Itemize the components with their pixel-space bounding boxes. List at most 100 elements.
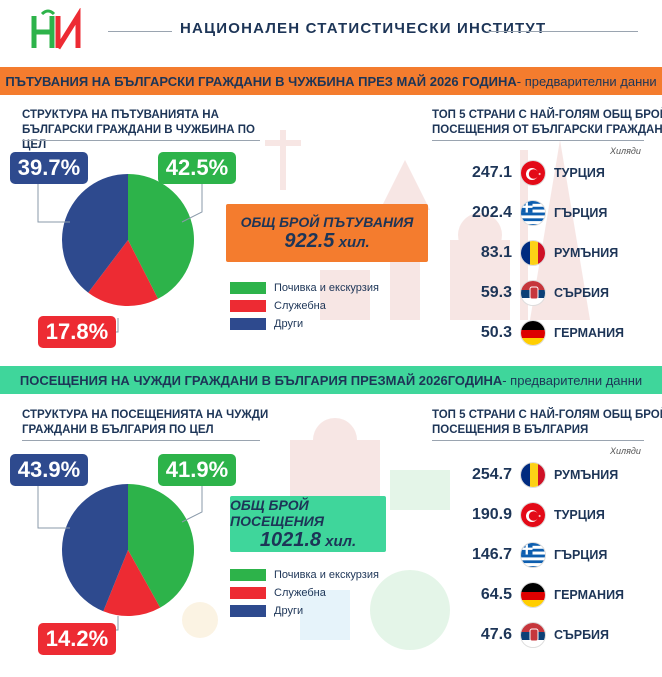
pie1-label-business: 17.8% xyxy=(38,316,116,348)
pie-chart-trips-abroad xyxy=(61,174,195,306)
country-row: 50.3 ГЕРМАНИЯ xyxy=(460,318,624,348)
section2-banner: ПОСЕЩЕНИЯ НА ЧУЖДИ ГРАЖДАНИ В БЪЛГАРИЯ П… xyxy=(0,366,662,394)
country-name: ГЕРМАНИЯ xyxy=(554,588,625,602)
country-row: 254.7 РУМЪНИЯ xyxy=(460,460,624,490)
legend-label: Други xyxy=(274,318,304,330)
section1-top5-rule xyxy=(432,140,644,141)
country-value: 202.4 xyxy=(471,204,512,221)
country-value: 146.7 xyxy=(471,546,512,563)
pie-slice-business xyxy=(88,240,158,306)
legend-item-business: Служебна xyxy=(230,297,379,315)
country-value: 247.1 xyxy=(471,164,512,181)
section1-top5-title: ТОП 5 СТРАНИ С НАЙ-ГОЛЯМ ОБЩ БРОЙ ПОСЕЩЕ… xyxy=(432,109,662,136)
pie1-legend: Почивка и екскурзия Служебна Други xyxy=(230,279,379,333)
section2-structure-title: СТРУКТУРА НА ПОСЕЩЕНИЯТА НА ЧУЖДИ ГРАЖДА… xyxy=(22,409,269,436)
serbia-flag-icon xyxy=(520,622,546,648)
country-row: 47.6 СЪРБИЯ xyxy=(460,620,624,650)
country-name: СЪРБИЯ xyxy=(554,628,610,642)
nsi-logo xyxy=(31,8,81,50)
country-name: ГЕРМАНИЯ xyxy=(554,326,625,340)
legend-label: Почивка и екскурзия xyxy=(274,282,379,294)
country-row: 64.5 ГЕРМАНИЯ xyxy=(460,580,624,610)
germany-flag-icon xyxy=(520,582,546,608)
section2-total-label: ОБЩ БРОЙ ПОСЕЩЕНИЯ xyxy=(230,496,324,529)
pie1-label-leisure: 42.5% xyxy=(158,152,236,184)
legend-swatch-blue xyxy=(230,605,266,617)
country-value: 254.7 xyxy=(471,466,512,483)
country-name: РУМЪНИЯ xyxy=(554,246,619,260)
turkey-flag-icon xyxy=(520,502,546,528)
legend-item-leisure: Почивка и екскурзия xyxy=(230,566,379,584)
legend-item-other: Други xyxy=(230,602,379,620)
section2-total-unit: хил. xyxy=(321,532,357,550)
country-value: 59.3 xyxy=(480,284,512,301)
country-row: 247.1 ТУРЦИЯ xyxy=(460,158,624,188)
romania-flag-icon xyxy=(520,462,546,488)
legend-swatch-red xyxy=(230,300,266,312)
pie-slice-business xyxy=(103,550,161,616)
country-value: 50.3 xyxy=(480,324,512,341)
section2-top5-rule xyxy=(432,440,644,441)
section2-banner-note: - предварителни данни xyxy=(502,372,643,388)
pie2-label-other: 43.9% xyxy=(10,454,88,486)
pie-slice-leisure xyxy=(128,484,195,608)
legend-swatch-green xyxy=(230,569,266,581)
bulgaria-landmarks-decoration xyxy=(182,418,450,650)
country-name: ГЪРЦИЯ xyxy=(554,206,608,220)
country-value: 47.6 xyxy=(480,626,512,643)
legend-label: Служебна xyxy=(274,587,326,599)
section1-banner-note: - предварителни данни xyxy=(516,73,657,89)
section1-total-box: ОБЩ БРОЙ ПЪТУВАНИЯ 922.5 хил. xyxy=(226,204,428,262)
section2-banner-bold-c: ГОДИНА xyxy=(447,372,503,388)
pie-slice-other xyxy=(61,174,129,293)
institute-name: НАЦИОНАЛЕН СТАТИСТИЧЕСКИ ИНСТИТУТ xyxy=(180,20,547,37)
section2-total-value: 1021.8 xyxy=(259,528,321,551)
country-value: 83.1 xyxy=(480,244,512,261)
legend-item-leisure: Почивка и екскурзия xyxy=(230,279,379,297)
section1-total-unit: хил. xyxy=(334,233,370,251)
legend-swatch-blue xyxy=(230,318,266,330)
germany-flag-icon xyxy=(520,320,546,346)
section1-structure-title: СТРУКТУРА НА ПЪТУВАНИЯТА НА БЪЛГАРСКИ ГР… xyxy=(22,109,255,151)
country-name: ТУРЦИЯ xyxy=(554,508,605,522)
pie2-label-business: 14.2% xyxy=(38,623,116,655)
top5-list-visits-bulgaria: 254.7 РУМЪНИЯ 190.9 ТУРЦИЯ 146.7 ГЪРЦИЯ 64.5 ГЕ… xyxy=(460,460,624,660)
section1-total-value: 922.5 xyxy=(284,229,335,252)
top5-list-trips-abroad: 247.1 ТУРЦИЯ 202.4 ГЪРЦИЯ 83.1 РУМЪНИЯ 59.3 СЪР… xyxy=(460,158,624,358)
pie2-legend: Почивка и екскурзия Служебна Други xyxy=(230,566,379,620)
country-row: 83.1 РУМЪНИЯ xyxy=(460,238,624,268)
country-row: 190.9 ТУРЦИЯ xyxy=(460,500,624,530)
serbia-flag-icon xyxy=(520,280,546,306)
legend-swatch-green xyxy=(230,282,266,294)
legend-label: Други xyxy=(274,605,304,617)
section2-banner-bold-b: МАЙ 2026 xyxy=(385,372,448,388)
pie1-label-other: 39.7% xyxy=(10,152,88,184)
turkey-flag-icon xyxy=(520,160,546,186)
pie2-label-leisure: 41.9% xyxy=(158,454,236,486)
country-name: ГЪРЦИЯ xyxy=(554,548,608,562)
legend-label: Почивка и екскурзия xyxy=(274,569,379,581)
romania-flag-icon xyxy=(520,240,546,266)
section2-total-box: ОБЩ БРОЙ ПОСЕЩЕНИЯ 1021.8 хил. xyxy=(230,496,386,552)
section2-top5-title: ТОП 5 СТРАНИ С НАЙ-ГОЛЯМ ОБЩ БРОЙ ПОСЕЩЕ… xyxy=(432,409,662,436)
section2-banner-bold-a: ПОСЕЩЕНИЯ НА ЧУЖДИ ГРАЖДАНИ В БЪЛГАРИЯ П… xyxy=(19,372,386,388)
legend-label: Служебна xyxy=(274,300,326,312)
section1-thousands-note: Хиляди xyxy=(610,146,641,156)
country-row: 59.3 СЪРБИЯ xyxy=(460,278,624,308)
section2-thousands-note: Хиляди xyxy=(610,446,641,456)
country-row: 146.7 ГЪРЦИЯ xyxy=(460,540,624,570)
country-value: 64.5 xyxy=(480,586,512,603)
header-rule-right xyxy=(486,31,638,32)
country-name: ТУРЦИЯ xyxy=(554,166,605,180)
greece-flag-icon xyxy=(520,200,546,226)
pie-chart-visits-bulgaria xyxy=(61,484,195,616)
section1-structure-rule xyxy=(22,140,260,141)
country-value: 190.9 xyxy=(471,506,512,523)
pie-slice-leisure xyxy=(128,174,195,299)
legend-swatch-red xyxy=(230,587,266,599)
greece-flag-icon xyxy=(520,542,546,568)
header-rule-left xyxy=(108,31,172,32)
country-name: СЪРБИЯ xyxy=(554,286,610,300)
section2-structure-rule xyxy=(22,440,260,441)
section1-total-label: ОБЩ БРОЙ ПЪТУВАНИЯ xyxy=(240,213,414,230)
